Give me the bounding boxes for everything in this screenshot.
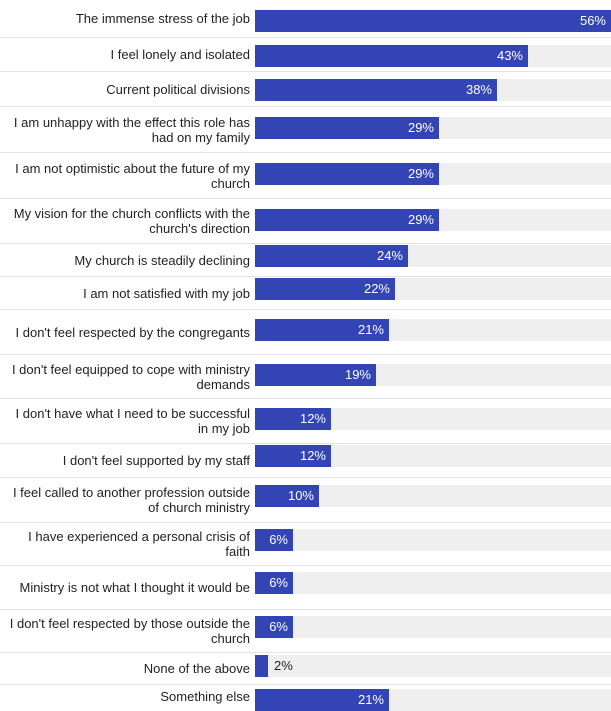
value-label: 2% [274, 658, 293, 673]
value-label: 6% [269, 532, 288, 547]
bar-row: I feel lonely and isolated 43% [0, 37, 611, 71]
bar-track: 10% [255, 485, 611, 507]
category-label: None of the above [143, 661, 250, 676]
value-label: 22% [363, 281, 390, 296]
bar [255, 616, 293, 638]
bar-track: 2% [255, 655, 611, 677]
bar [255, 529, 293, 551]
bar-row: My church is steadily declining 24% [0, 243, 611, 276]
bar [255, 689, 389, 711]
bar [255, 278, 395, 300]
value-label: 29% [407, 212, 434, 227]
bar-track: 22% [255, 278, 611, 300]
bar-row: I am unhappy with the effect this role h… [0, 106, 611, 152]
category-label: I don't feel supported by my staff [62, 453, 250, 468]
bar-track: 29% [255, 117, 611, 139]
bar-track: 24% [255, 245, 611, 267]
category-label: I don't feel respected by the congregant… [15, 324, 250, 340]
bar-row: I don't feel respected by those outside … [0, 609, 611, 652]
bar [255, 572, 293, 594]
bar-track: 43% [255, 45, 611, 67]
bar [255, 245, 408, 267]
category-label: I don't have what I need to be successfu… [15, 406, 250, 436]
bar-row: Something else 21% [0, 684, 611, 711]
bar-track: 6% [255, 616, 611, 638]
value-label: 19% [344, 367, 371, 382]
bar-track: 12% [255, 445, 611, 467]
value-label: 6% [269, 619, 288, 634]
category-label: Current political divisions [106, 81, 250, 97]
bar-row: I don't have what I need to be successfu… [0, 398, 611, 443]
bar-track: 6% [255, 572, 611, 594]
value-label: 21% [357, 322, 384, 337]
bar-track: 6% [255, 529, 611, 551]
category-label: My vision for the church conflicts with … [13, 206, 250, 236]
bar-row: I am not satisfied with my job 22% [0, 276, 611, 309]
category-label: I am not optimistic about the future of … [15, 160, 250, 191]
category-label: I have experienced a personal crisis of … [28, 529, 250, 559]
value-label: 24% [376, 248, 403, 263]
category-label: I don't feel equipped to cope with minis… [11, 361, 250, 392]
value-label: 21% [357, 692, 384, 707]
value-label: 6% [269, 575, 288, 590]
bar [255, 117, 439, 139]
bar-track: 19% [255, 364, 611, 386]
bar-row: I don't feel supported by my staff 12% [0, 443, 611, 477]
bar [255, 163, 439, 185]
bar-row: I don't feel respected by the congregant… [0, 309, 611, 354]
bar-track: 56% [255, 10, 611, 32]
category-label: Something else [160, 689, 250, 704]
bar-row: I don't feel equipped to cope with minis… [0, 354, 611, 398]
value-label: 29% [407, 120, 434, 135]
bar-row: Ministry is not what I thought it would … [0, 565, 611, 609]
bar-track: 21% [255, 319, 611, 341]
bar [255, 79, 497, 101]
bar [255, 655, 268, 677]
category-label: I don't feel respected by those outside … [9, 616, 250, 646]
bar-track: 38% [255, 79, 611, 101]
bar [255, 45, 528, 67]
category-label: My church is steadily declining [74, 252, 250, 268]
bar-track: 29% [255, 163, 611, 185]
value-label: 56% [579, 13, 606, 28]
bar-row: Current political divisions 38% [0, 71, 611, 106]
category-label: Ministry is not what I thought it would … [19, 580, 250, 595]
bar-track: 21% [255, 689, 611, 711]
bar-row: I have experienced a personal crisis of … [0, 522, 611, 565]
value-label: 12% [299, 411, 326, 426]
bar [255, 408, 331, 430]
bar [255, 209, 439, 231]
bar-row: None of the above 2% [0, 652, 611, 684]
category-label: I am unhappy with the effect this role h… [13, 114, 250, 145]
bar-row: My vision for the church conflicts with … [0, 198, 611, 243]
value-label: 43% [496, 48, 523, 63]
bar-track: 29% [255, 209, 611, 231]
bar [255, 364, 376, 386]
bar-row: The immense stress of the job 56% [0, 0, 611, 37]
category-label: I feel lonely and isolated [110, 47, 250, 62]
bar [255, 319, 389, 341]
value-label: 29% [407, 166, 434, 181]
bar-row: I feel called to another profession outs… [0, 477, 611, 522]
bar [255, 445, 331, 467]
value-label: 10% [287, 488, 314, 503]
category-label: I feel called to another profession outs… [12, 485, 250, 515]
value-label: 38% [465, 82, 492, 97]
bar-row: I am not optimistic about the future of … [0, 152, 611, 198]
bar [255, 485, 319, 507]
category-label: The immense stress of the job [75, 11, 250, 26]
bar [255, 10, 611, 32]
category-label: I am not satisfied with my job [83, 285, 250, 301]
bar-track: 12% [255, 408, 611, 430]
value-label: 12% [299, 448, 326, 463]
